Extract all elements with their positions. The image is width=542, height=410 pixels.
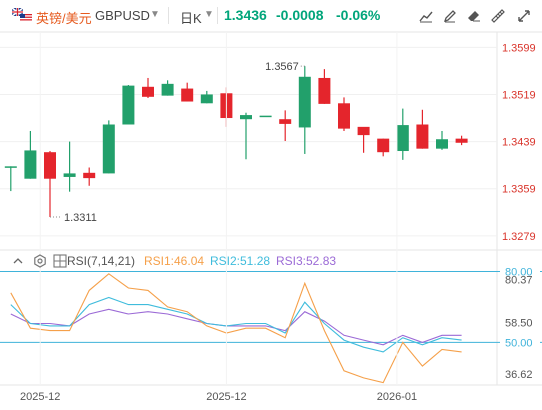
indicator-menu-icon[interactable] xyxy=(53,254,67,268)
price-tick-label: 1.3439 xyxy=(502,137,536,149)
price-tick-label: 1.3359 xyxy=(502,184,536,196)
trend-line-icon[interactable] xyxy=(418,8,434,24)
divider xyxy=(217,7,218,24)
chart-header: 英镑/美元 GBPUSD ▼ 日K ▼ 1.3436 -0.0008 -0.06… xyxy=(0,0,542,32)
pen-icon[interactable] xyxy=(442,8,458,24)
symbol-dropdown-icon[interactable]: ▼ xyxy=(150,9,160,20)
rsi1-value: RSI1:46.04 xyxy=(144,254,205,268)
rsi-tick-label: 80.00 xyxy=(505,266,533,278)
candle-body xyxy=(220,93,233,119)
candle-body xyxy=(63,173,76,177)
gb-us-flag-icon xyxy=(12,8,32,22)
candle-body xyxy=(357,126,370,136)
low-annotation: 1.3311 xyxy=(64,212,97,224)
rsi-indicator-name[interactable]: RSI(7,14,21) xyxy=(67,254,136,268)
candle-body xyxy=(240,115,252,120)
candle-body xyxy=(396,125,409,152)
rsi-tick-label: 58.50 xyxy=(505,317,533,329)
collapse-icon[interactable] xyxy=(12,255,24,267)
price-change-pct: -0.06% xyxy=(336,7,381,23)
candle-body xyxy=(338,103,350,129)
rsi2-line xyxy=(10,296,462,353)
rsi-tick-label: 50.00 xyxy=(505,337,533,349)
rsi-label-bg xyxy=(500,265,540,279)
time-tick-label: 2025-12 xyxy=(20,391,60,403)
candle-body xyxy=(4,166,17,168)
candle-body xyxy=(142,86,154,97)
symbol-name-cn[interactable]: 英镑/美元 xyxy=(36,11,92,26)
eraser-icon[interactable] xyxy=(466,8,482,24)
settings-icon[interactable] xyxy=(33,254,47,268)
price-tick-label: 1.3519 xyxy=(502,89,536,101)
rsi-tick-label: 80.37 xyxy=(505,275,533,287)
period-dropdown-icon[interactable]: ▼ xyxy=(204,9,214,20)
candle-body xyxy=(416,124,429,149)
rsi3-line xyxy=(10,308,462,346)
rsi2-value: RSI2:51.28 xyxy=(210,254,271,268)
candle-body xyxy=(200,94,213,104)
candle-body xyxy=(102,124,115,174)
candle-body xyxy=(318,77,331,104)
candle-body xyxy=(455,138,468,143)
candle-body xyxy=(436,139,448,149)
candle-body xyxy=(122,85,135,125)
candle-body xyxy=(24,150,37,179)
price-tick-label: 1.3599 xyxy=(502,42,536,54)
time-tick-label: 2025-12 xyxy=(206,391,246,403)
candle-body xyxy=(83,172,96,179)
rsi-tick-label: 36.62 xyxy=(505,369,533,381)
fullscreen-icon[interactable] xyxy=(516,8,532,24)
rsi-label-bg xyxy=(500,336,540,350)
high-annotation: 1.3567 xyxy=(265,61,299,73)
last-price: 1.3436 xyxy=(224,7,267,23)
rsi1-line xyxy=(10,273,462,384)
price-tick-label: 1.3279 xyxy=(502,231,536,243)
price-change: -0.0008 xyxy=(276,7,324,23)
candle-body xyxy=(259,115,272,118)
rsi3-value: RSI3:52.83 xyxy=(276,254,337,268)
symbol-code[interactable]: GBPUSD xyxy=(95,8,150,23)
candle-body xyxy=(161,83,174,96)
time-tick-label: 2026-01 xyxy=(377,391,417,403)
candle-body xyxy=(298,76,311,128)
divider xyxy=(168,7,169,24)
ruler-icon[interactable] xyxy=(490,8,506,24)
candle-body xyxy=(377,138,390,153)
candle-body xyxy=(44,152,56,179)
candle-body xyxy=(279,119,292,124)
candle-body xyxy=(181,88,194,102)
period-selector[interactable]: 日K xyxy=(180,11,202,26)
